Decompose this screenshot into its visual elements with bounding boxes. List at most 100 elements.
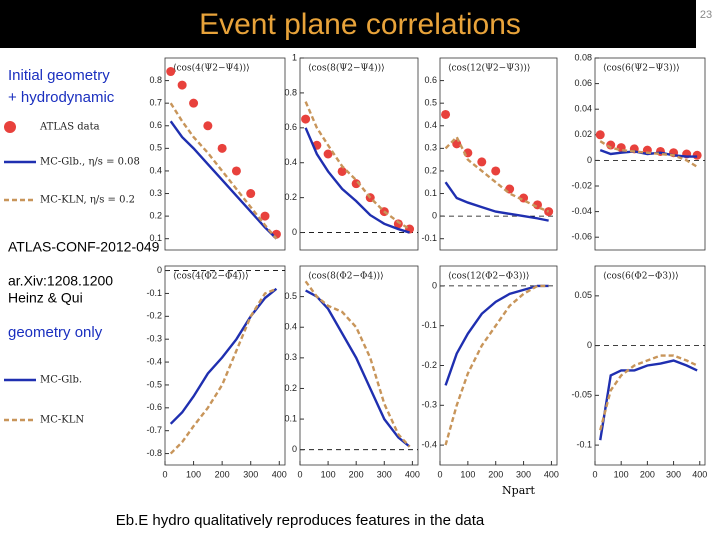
slide-title: Event plane correlations xyxy=(199,8,521,41)
y-tick-label: 0.1 xyxy=(424,188,437,198)
plot-frame xyxy=(299,265,419,466)
x-tick-label: 200 xyxy=(640,469,655,479)
y-tick-label: 1 xyxy=(292,52,297,62)
y-tick-label: 0.06 xyxy=(574,78,592,88)
data-point xyxy=(491,166,501,176)
legend-label: MC-KLN, η/s = 0.2 xyxy=(40,195,135,206)
y-tick-label: 0 xyxy=(432,210,437,220)
data-point xyxy=(692,150,702,160)
y-tick-label: -0.1 xyxy=(146,288,162,298)
plot-frame xyxy=(164,265,286,466)
x-tick-label: 100 xyxy=(460,469,475,479)
x-tick-label: 400 xyxy=(405,469,420,479)
data-point xyxy=(301,114,311,124)
y-tick-label: 0 xyxy=(292,227,297,237)
data-point xyxy=(189,98,199,108)
x-tick-label: 0 xyxy=(297,469,302,479)
y-tick-label: -0.1 xyxy=(421,233,437,243)
data-point xyxy=(595,130,605,140)
plot-frame xyxy=(299,57,419,251)
legend-label: MC-Glb., η/s = 0.08 xyxy=(40,157,140,168)
plot-frame xyxy=(164,57,286,251)
panel-title: ⟨cos(8(Φ2−Φ4))⟩ xyxy=(308,271,384,282)
y-tick-label: 0.7 xyxy=(149,98,162,108)
series-line xyxy=(444,284,549,446)
x-tick-label: 400 xyxy=(272,469,287,479)
panel-title: ⟨cos(4(Ψ2−Ψ4))⟩ xyxy=(173,63,250,74)
x-tick-label: 0 xyxy=(437,469,442,479)
data-point xyxy=(177,80,187,90)
y-tick-label: 0.4 xyxy=(284,157,297,167)
y-tick-label: -0.4 xyxy=(146,356,162,366)
x-tick-label: 300 xyxy=(377,469,392,479)
x-tick-label: 100 xyxy=(614,469,629,479)
data-point xyxy=(217,143,227,153)
y-tick-label: 0.2 xyxy=(424,165,437,175)
y-tick-label: -0.2 xyxy=(146,311,162,321)
data-point xyxy=(477,157,487,167)
note: geometry only xyxy=(8,324,103,341)
y-tick-label: 0 xyxy=(587,340,592,350)
y-tick-label: 0 xyxy=(157,265,162,275)
legend-label: MC-Glb. xyxy=(40,375,82,386)
y-tick-label: 0.2 xyxy=(284,192,297,202)
panel-title: ⟨cos(6(Ψ2−Ψ3))⟩ xyxy=(603,63,680,74)
y-tick-label: 0.04 xyxy=(574,104,592,114)
y-tick-label: -0.1 xyxy=(576,439,592,449)
y-tick-label: 0.6 xyxy=(284,122,297,132)
legend-label: MC-KLN xyxy=(40,415,84,426)
y-tick-label: -0.04 xyxy=(571,206,592,216)
y-tick-label: 0.5 xyxy=(284,291,297,301)
x-tick-label: 300 xyxy=(666,469,681,479)
y-tick-label: -0.6 xyxy=(146,402,162,412)
panel-title: ⟨cos(8(Ψ2−Ψ4))⟩ xyxy=(308,63,385,74)
y-tick-label: 0.8 xyxy=(284,87,297,97)
y-tick-label: 0 xyxy=(587,155,592,165)
plot-frame xyxy=(594,265,706,466)
data-point xyxy=(393,219,403,229)
legend-swatch xyxy=(4,121,16,133)
x-tick-label: 400 xyxy=(544,469,559,479)
data-point xyxy=(323,149,333,159)
x-tick-label: 0 xyxy=(162,469,167,479)
y-tick-label: 0.4 xyxy=(284,322,297,332)
y-tick-label: -0.3 xyxy=(421,400,437,410)
x-tick-label: 400 xyxy=(692,469,707,479)
x-axis-label: Npart xyxy=(502,484,535,497)
series-line xyxy=(599,140,698,168)
title-bar xyxy=(0,0,696,48)
y-tick-label: 0.1 xyxy=(149,233,162,243)
panel-title: ⟨cos(12(Φ2−Φ3))⟩ xyxy=(448,271,529,282)
y-tick-label: -0.05 xyxy=(571,390,592,400)
y-tick-label: 0.05 xyxy=(574,290,592,300)
series-line xyxy=(169,287,278,425)
panel-title: ⟨cos(6(Φ2−Φ3))⟩ xyxy=(603,271,679,282)
data-point xyxy=(441,109,451,119)
series-line xyxy=(169,287,277,455)
series-line xyxy=(169,102,278,240)
series-line xyxy=(444,135,550,213)
reference: Heinz & Qui xyxy=(8,290,83,306)
y-tick-label: 0.3 xyxy=(149,188,162,198)
y-tick-label: 0.5 xyxy=(149,143,162,153)
x-tick-label: 200 xyxy=(215,469,230,479)
x-tick-label: 200 xyxy=(488,469,503,479)
y-tick-label: 0.3 xyxy=(424,143,437,153)
y-tick-label: -0.1 xyxy=(421,320,437,330)
y-tick-label: -0.5 xyxy=(146,379,162,389)
reference: ATLAS-CONF-2012-049 xyxy=(8,239,160,255)
x-tick-label: 0 xyxy=(592,469,597,479)
series-line xyxy=(169,120,278,240)
data-point xyxy=(246,189,256,199)
y-tick-label: 0.1 xyxy=(284,413,297,423)
y-tick-label: -0.8 xyxy=(146,448,162,458)
y-tick-label: 0.5 xyxy=(424,98,437,108)
panel-title: ⟨cos(4(Φ2−Φ4))⟩ xyxy=(173,271,249,282)
y-tick-label: -0.3 xyxy=(146,334,162,344)
data-point xyxy=(166,67,176,77)
y-tick-label: 0.02 xyxy=(574,129,592,139)
page-number: 23 xyxy=(700,9,712,21)
y-tick-label: 0.8 xyxy=(149,75,162,85)
